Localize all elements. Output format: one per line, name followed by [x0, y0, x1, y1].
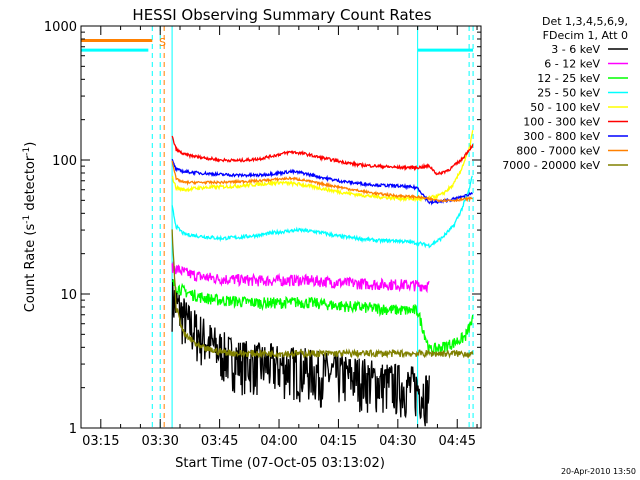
- legend-label: 3 - 6 keV: [551, 43, 600, 56]
- series-12-25-kevline: [171, 278, 474, 356]
- x-tick-label: 03:45: [201, 434, 238, 449]
- series-800-7000-kevline: [171, 160, 473, 203]
- legend-label: 300 - 800 keV: [523, 130, 600, 143]
- legend-label: 6 - 12 keV: [544, 58, 600, 71]
- x-tick-label: 03:30: [141, 434, 178, 449]
- x-tick-label: 04:00: [260, 434, 297, 449]
- plot-area: [81, 26, 474, 428]
- legend-header-line-2: FDecim 1, Att 0: [543, 29, 628, 42]
- series-7000-20000-kevline: [171, 229, 474, 360]
- y-tick-label: 10: [60, 288, 77, 303]
- plot-frame: [80, 25, 482, 429]
- legend: Det 1,3,4,5,6,9, FDecim 1, Att 0 3 - 6 k…: [502, 15, 628, 172]
- legend-label: 12 - 25 keV: [537, 72, 600, 85]
- timestamp: 20-Apr-2010 13:50: [561, 467, 636, 476]
- y-tick-label: 1000: [44, 20, 77, 35]
- legend-label: 100 - 300 keV: [523, 116, 600, 129]
- y-axis-label: Count Rate (s-1 detector-1): [22, 142, 38, 313]
- x-tick-label: 04:30: [379, 434, 416, 449]
- chart-title: HESSI Observing Summary Count Rates: [132, 6, 431, 24]
- series-6-12-kevline: [171, 261, 430, 294]
- series-3-6-kevline: [171, 279, 430, 427]
- legend-label: 50 - 100 keV: [530, 101, 600, 114]
- x-axis: 03:15 03:30 03:45 04:00 04:15 04:30 04:45: [80, 26, 478, 449]
- series-300-800-kevline: [171, 158, 473, 206]
- x-tick-label: 04:45: [439, 434, 476, 449]
- legend-header-line-1: Det 1,3,4,5,6,9,: [542, 15, 628, 28]
- legend-label: 7000 - 20000 keV: [502, 159, 600, 172]
- legend-label: 25 - 50 keV: [537, 87, 600, 100]
- series-50-100-kevline: [171, 130, 474, 203]
- y-tick-label: 100: [52, 154, 77, 169]
- x-tick-label: 04:15: [320, 434, 357, 449]
- series-25-50-kevline: [171, 175, 473, 249]
- y-tick-label: 1: [69, 422, 77, 437]
- saa-flag-label: S: [159, 36, 166, 49]
- legend-label: 800 - 7000 keV: [516, 145, 600, 158]
- y-axis: 1 10 100 1000: [44, 20, 481, 437]
- x-tick-label: 03:15: [82, 434, 119, 449]
- series-100-300-kevline: [171, 135, 474, 176]
- x-axis-label: Start Time (07-Oct-05 03:13:02): [175, 456, 385, 471]
